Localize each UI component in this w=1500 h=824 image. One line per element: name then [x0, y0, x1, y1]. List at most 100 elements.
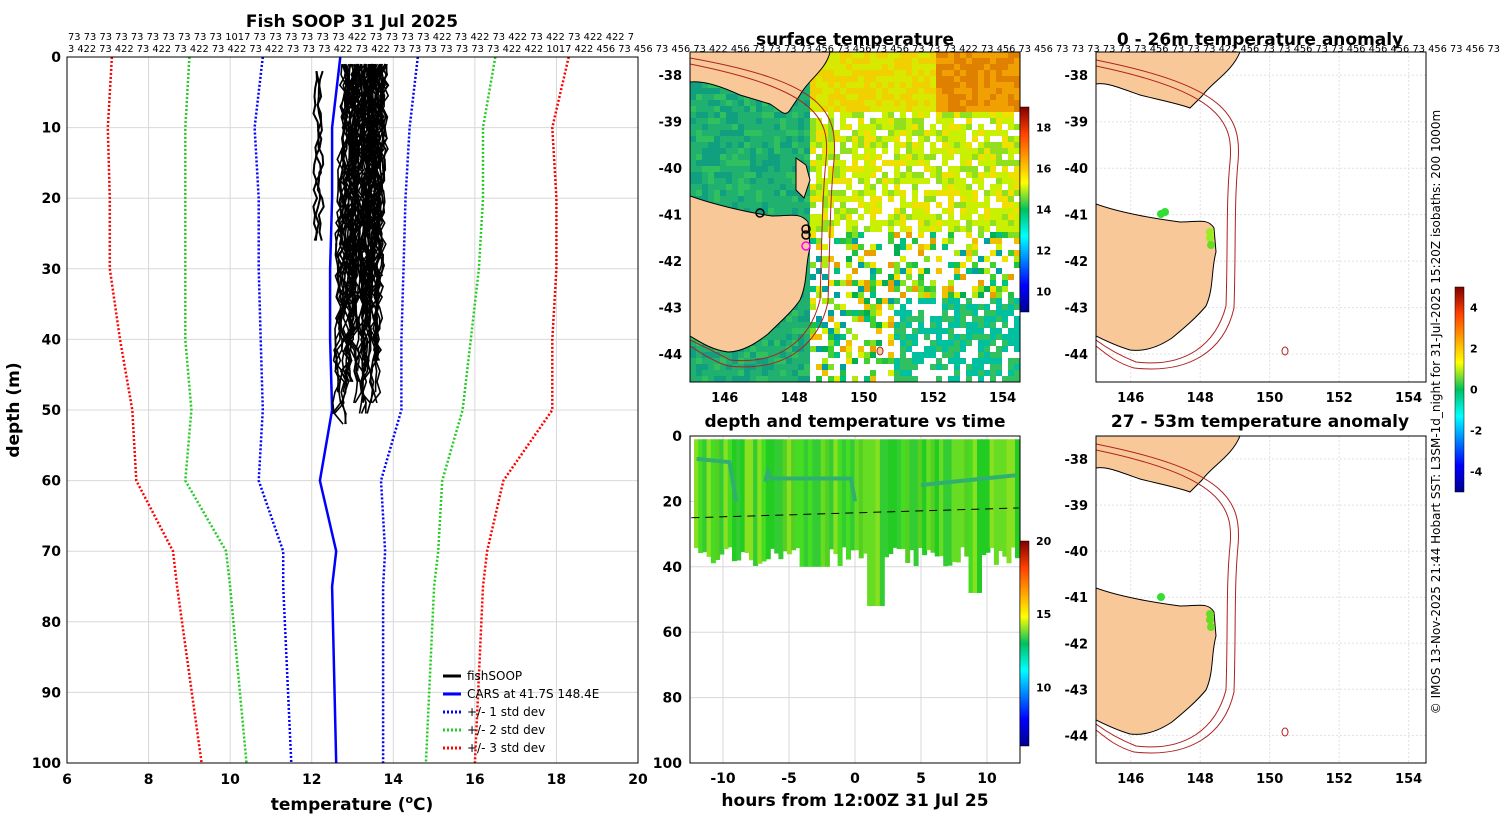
sst-pixel	[690, 364, 696, 370]
dt-xtick: 10	[977, 771, 997, 787]
sst-pixel	[906, 202, 912, 208]
sst-pixel	[888, 262, 894, 268]
sst-pixel	[906, 172, 912, 178]
sst-pixel	[792, 148, 798, 154]
sst-pixel	[978, 82, 984, 88]
sst-pixel	[978, 280, 984, 286]
sst-pixel	[708, 160, 714, 166]
sst-pixel	[960, 70, 966, 76]
sst-pixel	[942, 310, 948, 316]
sst-pixel	[756, 106, 762, 112]
sst-pixel	[864, 142, 870, 148]
dt-bar	[795, 439, 801, 549]
sst-pixel	[936, 202, 942, 208]
sst-pixel	[906, 358, 912, 364]
sst-pixel	[732, 352, 738, 358]
dt-ytick: 0	[672, 429, 682, 445]
sst-pixel	[840, 346, 846, 352]
sst-pixel	[708, 88, 714, 94]
sst-pixel	[972, 292, 978, 298]
sst-pixel	[966, 112, 972, 118]
sst-pixel	[774, 346, 780, 352]
sst-pixel	[780, 190, 786, 196]
sst-pixel	[804, 298, 810, 304]
sst-flinders-island	[795, 157, 811, 199]
sst-pixel	[906, 70, 912, 76]
sst-pixel	[780, 352, 786, 358]
sst-pixel	[834, 292, 840, 298]
sst-pixel	[990, 130, 996, 136]
sst-pixel	[864, 160, 870, 166]
sst-pixel	[882, 178, 888, 184]
sst-pixel	[948, 184, 954, 190]
sst-pixel	[792, 322, 798, 328]
sst-pixel	[936, 130, 942, 136]
sst-pixel	[720, 352, 726, 358]
sst-pixel	[870, 190, 876, 196]
sst-pixel	[948, 112, 954, 118]
sst-pixel	[786, 184, 792, 190]
sst-pixel	[900, 154, 906, 160]
sst-pixel	[1002, 52, 1008, 58]
fishsoop-profile	[314, 70, 323, 241]
sst-pixel	[762, 130, 768, 136]
sst-pixel	[978, 76, 984, 82]
sst-pixel	[780, 340, 786, 346]
sst-pixel	[918, 130, 924, 136]
sst-pixel	[822, 82, 828, 88]
sst-pixel	[810, 328, 816, 334]
sst-pixel	[786, 196, 792, 202]
sst-pixel	[948, 172, 954, 178]
sst-cb-tick: 10	[1036, 286, 1052, 299]
sst-pixel	[984, 64, 990, 70]
sst-pixel	[702, 358, 708, 364]
sst-pixel	[828, 172, 834, 178]
sst-pixel	[846, 148, 852, 154]
sst-pixel	[936, 172, 942, 178]
sst-pixel	[840, 166, 846, 172]
dt-bar	[1010, 439, 1016, 548]
sst-pixel	[702, 376, 708, 382]
sst-pixel	[846, 244, 852, 250]
sst-pixel	[888, 340, 894, 346]
sst-pixel	[960, 142, 966, 148]
sst-pixel	[762, 346, 768, 352]
sst-pixel	[996, 298, 1002, 304]
sst-pixel	[948, 340, 954, 346]
sst-pixel	[864, 76, 870, 82]
sst-pixel	[846, 88, 852, 94]
sst-pixel	[786, 208, 792, 214]
sst-pixel	[1002, 64, 1008, 70]
sst-pixel	[828, 142, 834, 148]
sst-pixel	[828, 280, 834, 286]
sst-pixel	[882, 106, 888, 112]
sst-pixel	[834, 160, 840, 166]
sst-pixel	[924, 130, 930, 136]
sst-pixel	[948, 190, 954, 196]
sst-pixel	[888, 238, 894, 244]
sst-pixel	[744, 172, 750, 178]
sst-pixel	[918, 178, 924, 184]
sst-pixel	[1002, 340, 1008, 346]
sst-pixel	[930, 64, 936, 70]
sst-pixel	[786, 148, 792, 154]
sst-pixel	[864, 166, 870, 172]
map-xtick: 154	[1395, 772, 1422, 787]
series-line	[184, 57, 248, 763]
sst-pixel	[690, 154, 696, 160]
sst-pixel	[690, 82, 696, 88]
sst-pixel	[954, 358, 960, 364]
sst-pixel	[900, 328, 906, 334]
sst-pixel	[756, 376, 762, 382]
sst-pixel	[978, 268, 984, 274]
sst-pixel	[954, 124, 960, 130]
sst-pixel	[894, 118, 900, 124]
sst-pixel	[792, 334, 798, 340]
sst-pixel	[1002, 316, 1008, 322]
sst-pixel	[816, 214, 822, 220]
sst-pixel	[984, 202, 990, 208]
sst-pixel	[864, 154, 870, 160]
sst-pixel	[816, 124, 822, 130]
map-xtick: 152	[1326, 772, 1353, 787]
sst-pixel	[1002, 148, 1008, 154]
